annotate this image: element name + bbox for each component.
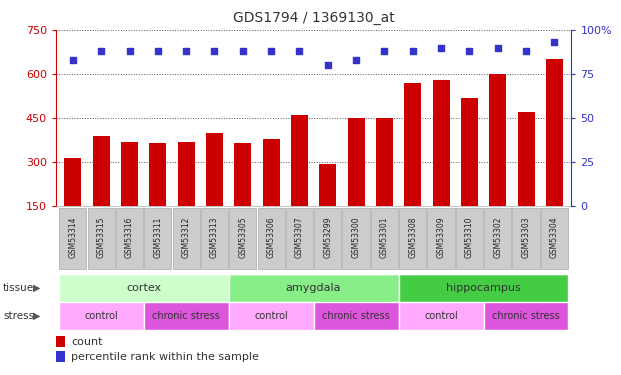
Text: GSM53309: GSM53309 <box>437 216 445 258</box>
Text: GSM53312: GSM53312 <box>182 216 191 258</box>
Text: chronic stress: chronic stress <box>492 311 560 321</box>
FancyBboxPatch shape <box>144 208 171 269</box>
Bar <box>489 74 506 206</box>
Bar <box>234 143 252 206</box>
Point <box>209 48 219 54</box>
Bar <box>314 302 399 330</box>
Bar <box>206 133 223 206</box>
Text: GSM53308: GSM53308 <box>408 216 417 258</box>
Bar <box>399 274 568 302</box>
Point <box>351 57 361 63</box>
Bar <box>263 139 279 206</box>
FancyBboxPatch shape <box>427 208 455 269</box>
Point <box>68 57 78 63</box>
Text: GSM53307: GSM53307 <box>295 216 304 258</box>
Bar <box>59 274 229 302</box>
Point <box>379 48 389 54</box>
FancyBboxPatch shape <box>371 208 398 269</box>
Point <box>266 48 276 54</box>
Point <box>153 48 163 54</box>
FancyBboxPatch shape <box>343 208 369 269</box>
Text: GSM53302: GSM53302 <box>493 216 502 258</box>
FancyBboxPatch shape <box>229 208 256 269</box>
Point <box>238 48 248 54</box>
Text: stress: stress <box>3 311 34 321</box>
Bar <box>517 112 535 206</box>
Text: ▶: ▶ <box>33 283 40 293</box>
Text: GSM53304: GSM53304 <box>550 216 559 258</box>
FancyBboxPatch shape <box>258 208 284 269</box>
Bar <box>399 302 484 330</box>
Point <box>125 48 135 54</box>
Bar <box>484 302 568 330</box>
Text: GSM53314: GSM53314 <box>68 216 78 258</box>
Text: percentile rank within the sample: percentile rank within the sample <box>71 352 260 362</box>
Text: GSM53313: GSM53313 <box>210 216 219 258</box>
FancyBboxPatch shape <box>399 208 427 269</box>
Bar <box>319 164 336 206</box>
Text: GSM53316: GSM53316 <box>125 216 134 258</box>
Bar <box>121 142 138 206</box>
FancyBboxPatch shape <box>59 208 86 269</box>
Text: GSM53310: GSM53310 <box>465 216 474 258</box>
Bar <box>229 274 399 302</box>
FancyBboxPatch shape <box>88 208 115 269</box>
Bar <box>376 118 393 206</box>
Text: hippocampus: hippocampus <box>446 283 521 293</box>
Point <box>323 62 333 68</box>
Text: tissue: tissue <box>3 283 34 293</box>
Text: cortex: cortex <box>126 283 161 293</box>
Bar <box>143 302 229 330</box>
FancyBboxPatch shape <box>314 208 342 269</box>
Point <box>521 48 531 54</box>
Bar <box>65 158 81 206</box>
Bar <box>149 143 166 206</box>
Text: GSM53303: GSM53303 <box>522 216 530 258</box>
FancyBboxPatch shape <box>286 208 313 269</box>
Text: count: count <box>71 337 103 347</box>
Point <box>408 48 418 54</box>
Point <box>436 45 446 51</box>
Bar <box>546 59 563 206</box>
Bar <box>59 302 143 330</box>
Point <box>181 48 191 54</box>
Bar <box>404 83 421 206</box>
Text: GSM53300: GSM53300 <box>351 216 361 258</box>
Text: control: control <box>424 311 458 321</box>
FancyBboxPatch shape <box>116 208 143 269</box>
Point <box>294 48 304 54</box>
Text: GDS1794 / 1369130_at: GDS1794 / 1369130_at <box>233 11 394 25</box>
FancyBboxPatch shape <box>484 208 511 269</box>
FancyBboxPatch shape <box>541 208 568 269</box>
Text: chronic stress: chronic stress <box>152 311 220 321</box>
Point <box>550 39 560 45</box>
Text: control: control <box>254 311 288 321</box>
Bar <box>291 115 308 206</box>
Bar <box>461 98 478 206</box>
Text: GSM53306: GSM53306 <box>266 216 276 258</box>
Point <box>492 45 502 51</box>
Text: GSM53299: GSM53299 <box>324 216 332 258</box>
Text: GSM53311: GSM53311 <box>153 216 162 258</box>
Point <box>465 48 474 54</box>
FancyBboxPatch shape <box>512 208 540 269</box>
Point <box>96 48 106 54</box>
Text: amygdala: amygdala <box>286 283 342 293</box>
Text: ▶: ▶ <box>33 311 40 321</box>
FancyBboxPatch shape <box>173 208 200 269</box>
Text: chronic stress: chronic stress <box>322 311 390 321</box>
Bar <box>348 118 365 206</box>
Bar <box>93 136 110 206</box>
Text: GSM53301: GSM53301 <box>380 216 389 258</box>
Bar <box>229 302 314 330</box>
FancyBboxPatch shape <box>456 208 483 269</box>
Text: control: control <box>84 311 118 321</box>
FancyBboxPatch shape <box>201 208 228 269</box>
Text: GSM53315: GSM53315 <box>97 216 106 258</box>
Bar <box>178 142 194 206</box>
Text: GSM53305: GSM53305 <box>238 216 247 258</box>
Bar <box>433 80 450 206</box>
